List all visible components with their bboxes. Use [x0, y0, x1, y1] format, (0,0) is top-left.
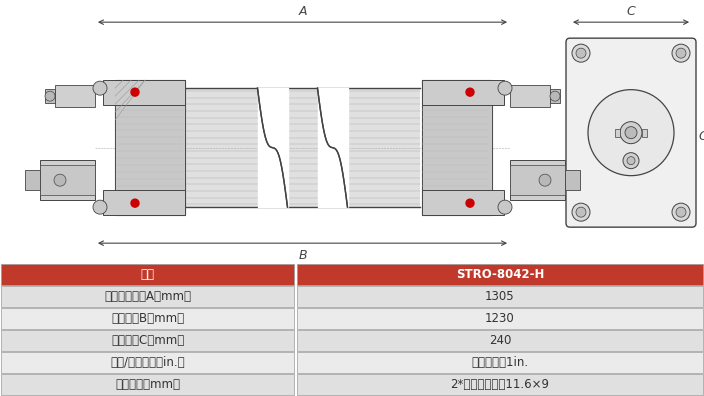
Circle shape: [466, 199, 474, 207]
Bar: [550, 89, 560, 103]
Circle shape: [676, 207, 686, 217]
Circle shape: [576, 48, 586, 58]
Text: 2*软管快速接口11.6×9: 2*软管快速接口11.6×9: [451, 379, 549, 391]
Circle shape: [623, 153, 639, 169]
Circle shape: [93, 200, 107, 214]
Bar: [45, 89, 55, 103]
Bar: [297, 374, 703, 395]
Bar: [510, 165, 565, 195]
Bar: [422, 190, 504, 215]
Bar: [510, 160, 565, 200]
Text: 型号: 型号: [141, 268, 155, 281]
Text: 卡箍式接古1in.: 卡箍式接古1in.: [471, 356, 529, 369]
Bar: [55, 85, 95, 107]
Bar: [297, 264, 703, 285]
Circle shape: [620, 122, 642, 144]
Text: C: C: [627, 5, 636, 18]
Text: STRO-8042-H: STRO-8042-H: [455, 268, 544, 281]
Bar: [297, 286, 703, 307]
Text: 进水/浓水接口（in.）: 进水/浓水接口（in.）: [111, 356, 185, 369]
Circle shape: [54, 174, 66, 186]
Circle shape: [572, 44, 590, 62]
Circle shape: [498, 81, 512, 95]
Bar: [115, 100, 185, 195]
Bar: [1, 374, 294, 395]
Circle shape: [131, 199, 139, 207]
Text: 膜组件拉杆长A（mm）: 膜组件拉杆长A（mm）: [104, 290, 191, 303]
Circle shape: [466, 88, 474, 96]
Circle shape: [627, 157, 635, 165]
Circle shape: [550, 91, 560, 101]
Bar: [510, 85, 550, 107]
Bar: [297, 330, 703, 351]
Bar: [1, 286, 294, 307]
Text: A: A: [298, 5, 307, 18]
Bar: [565, 170, 580, 190]
Bar: [40, 160, 95, 200]
Circle shape: [576, 207, 586, 217]
Bar: [40, 165, 95, 195]
Bar: [1, 264, 294, 285]
Bar: [103, 80, 185, 105]
Bar: [185, 88, 420, 207]
Bar: [642, 129, 647, 137]
Text: B: B: [298, 249, 307, 262]
FancyBboxPatch shape: [566, 38, 696, 227]
Bar: [422, 100, 492, 195]
Circle shape: [672, 44, 690, 62]
Bar: [25, 170, 40, 190]
Circle shape: [93, 81, 107, 95]
Bar: [615, 129, 620, 137]
Text: 1305: 1305: [485, 290, 515, 303]
Circle shape: [131, 88, 139, 96]
Bar: [297, 352, 703, 373]
Bar: [297, 308, 703, 329]
Circle shape: [676, 48, 686, 58]
Text: 240: 240: [489, 334, 511, 347]
Circle shape: [498, 200, 512, 214]
Bar: [1, 352, 294, 373]
Circle shape: [539, 174, 551, 186]
Circle shape: [672, 203, 690, 221]
Text: 法兰宽度C（mm）: 法兰宽度C（mm）: [111, 334, 184, 347]
Bar: [422, 80, 504, 105]
Circle shape: [588, 89, 674, 176]
Circle shape: [45, 91, 55, 101]
Bar: [422, 80, 492, 215]
Bar: [115, 80, 185, 215]
Text: 产水接口（mm）: 产水接口（mm）: [115, 379, 180, 391]
Circle shape: [625, 127, 637, 139]
Text: 法兰间距B（mm）: 法兰间距B（mm）: [111, 312, 184, 325]
Circle shape: [572, 203, 590, 221]
Text: 1230: 1230: [485, 312, 515, 325]
Text: C: C: [698, 129, 704, 143]
Bar: [1, 308, 294, 329]
Bar: [1, 330, 294, 351]
Bar: [103, 190, 185, 215]
